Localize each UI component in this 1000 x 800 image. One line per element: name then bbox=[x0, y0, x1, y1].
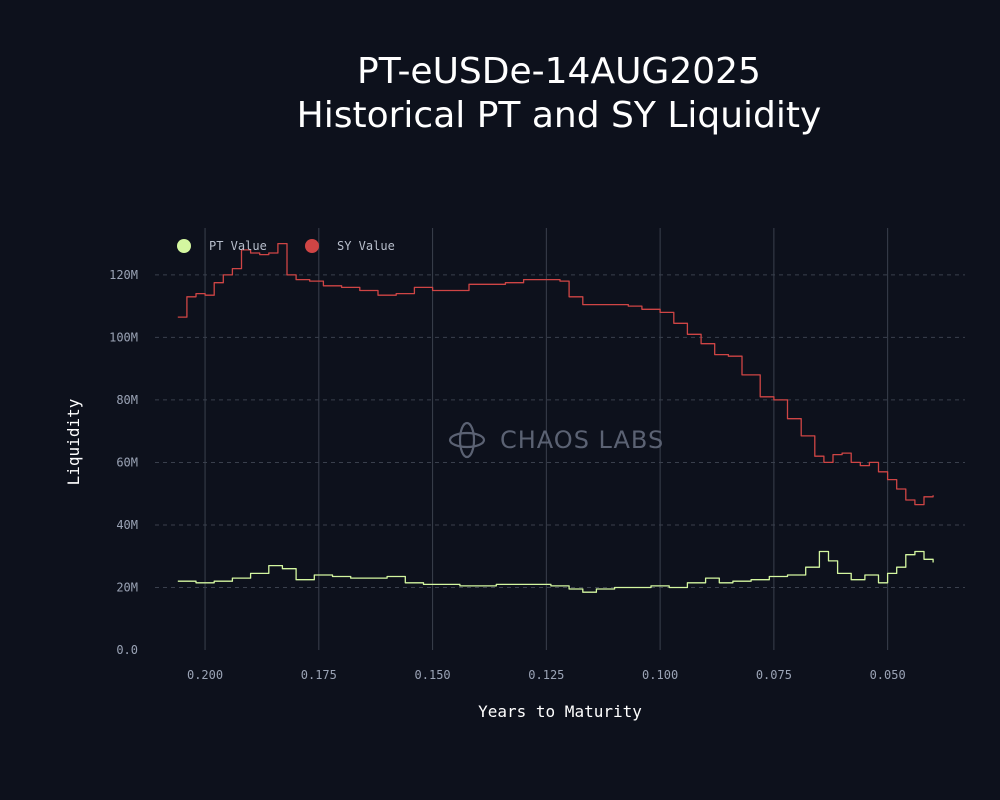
y-tick-labels: 0.0 20M 40M 60M 80M 100M 120M bbox=[109, 268, 138, 657]
x-tick-label: 0.075 bbox=[756, 668, 792, 682]
chart-title: PT-eUSDe-14AUG2025 Historical PT and SY … bbox=[0, 50, 1000, 138]
y-tick-label: 20M bbox=[116, 580, 138, 594]
y-tick-label: 60M bbox=[116, 455, 138, 469]
x-tick-label: 0.125 bbox=[528, 668, 564, 682]
series-line-pt-value bbox=[177, 550, 934, 593]
chart-title-line1: PT-eUSDe-14AUG2025 bbox=[357, 51, 761, 92]
x-tick-label: 0.050 bbox=[870, 668, 906, 682]
legend-marker bbox=[305, 239, 319, 253]
watermark: CHAOS LABS bbox=[448, 421, 664, 459]
series-line-sy-value bbox=[177, 242, 934, 506]
x-tick-labels: 0.200 0.175 0.150 0.125 0.100 0.075 0.050 bbox=[187, 668, 906, 682]
legend-marker bbox=[177, 239, 191, 253]
x-axis-title: Years to Maturity bbox=[478, 702, 642, 721]
y-tick-label: 100M bbox=[109, 330, 138, 344]
legend-label: PT Value bbox=[209, 239, 267, 253]
y-tick-label: 120M bbox=[109, 268, 138, 282]
x-tick-label: 0.200 bbox=[187, 668, 223, 682]
y-tick-label: 80M bbox=[116, 393, 138, 407]
x-tick-label: 0.100 bbox=[642, 668, 678, 682]
legend: PT Value SY Value bbox=[177, 239, 395, 253]
x-tick-label: 0.175 bbox=[301, 668, 337, 682]
watermark-text: CHAOS LABS bbox=[500, 426, 664, 454]
y-tick-label: 0.0 bbox=[116, 643, 138, 657]
y-tick-label: 40M bbox=[116, 518, 138, 532]
x-tick-label: 0.150 bbox=[415, 668, 451, 682]
series-layer bbox=[177, 242, 934, 593]
y-axis-title: Liquidity bbox=[64, 398, 83, 485]
chart-title-line2: Historical PT and SY Liquidity bbox=[296, 95, 822, 136]
chaos-labs-logo-icon bbox=[448, 421, 486, 459]
legend-label: SY Value bbox=[337, 239, 395, 253]
